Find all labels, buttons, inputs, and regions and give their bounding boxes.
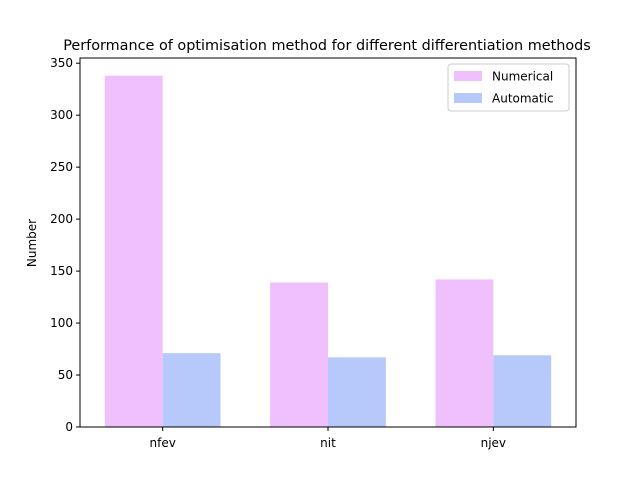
legend-swatch-numerical (454, 71, 482, 81)
y-tick-label: 200 (50, 212, 73, 226)
y-axis-label: Number (25, 219, 39, 267)
y-axis: 0 50 100 150 200 250 300 350 (50, 56, 80, 434)
y-tick-label: 150 (50, 264, 73, 278)
bar-automatic-njev (493, 355, 552, 427)
bar-automatic-nit (328, 357, 386, 427)
y-tick-label: 250 (50, 160, 73, 174)
bar-numerical-nfev (104, 75, 163, 428)
x-tick-label: nfev (150, 436, 176, 450)
chart-title: Performance of optimisation method for d… (63, 38, 591, 54)
y-tick-label: 50 (58, 368, 73, 382)
x-tick-label: njev (481, 436, 506, 450)
bar-automatic-nfev (162, 353, 221, 427)
x-axis: nfev nit njev (150, 427, 506, 450)
plot-frame (79, 57, 577, 428)
y-tick-label: 100 (50, 316, 73, 330)
y-tick-label: 0 (65, 420, 73, 434)
bar-numerical-njev (435, 279, 494, 427)
legend-swatch-automatic (454, 93, 482, 103)
bars-layer (104, 75, 552, 428)
y-tick-label: 300 (50, 108, 73, 122)
y-tick-label: 350 (50, 56, 73, 70)
legend: Numerical Automatic (447, 63, 570, 112)
bar-numerical-nit (270, 282, 328, 427)
x-tick-label: nit (320, 436, 336, 450)
legend-label-numerical: Numerical (492, 70, 553, 84)
legend-label-automatic: Automatic (492, 92, 554, 106)
